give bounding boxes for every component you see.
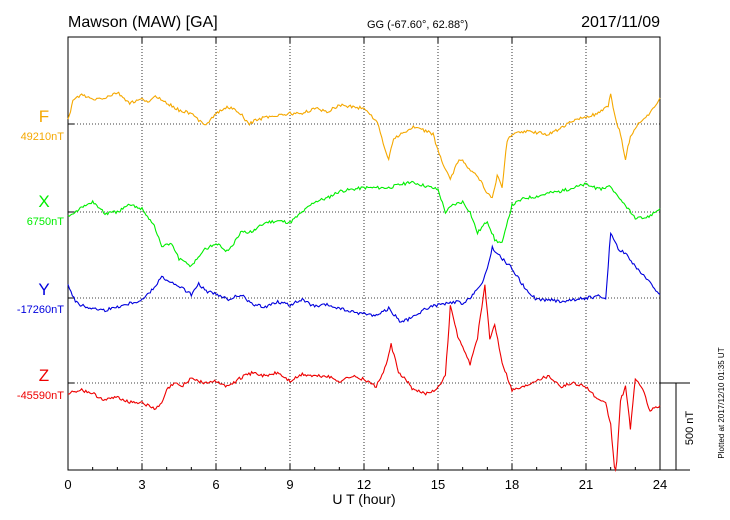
scale-bar: 500 nT (660, 382, 696, 471)
x-tick-labels: 0 3 6 9 12 15 18 21 24 (64, 477, 667, 492)
station-title: Mawson (MAW) [GA] (68, 14, 218, 31)
x-tick-label: 18 (505, 477, 519, 492)
component-letter-y: Y (38, 280, 49, 299)
x-axis-label: U T (hour) (332, 491, 395, 507)
plotted-note: Plotted at 2017/12/10 01:35 UT (717, 347, 726, 458)
x-tick-label: 3 (138, 477, 145, 492)
x-tick-label: 12 (357, 477, 371, 492)
x-tick-label: 15 (431, 477, 445, 492)
baseline-value-f: 49210nT (21, 131, 65, 143)
component-labels: F 49210nT X 6750nT Y -17260nT Z -45590nT (17, 107, 64, 402)
series-line-f (67, 91, 661, 199)
grid-lines (68, 37, 660, 470)
scale-bar-label: 500 nT (684, 411, 696, 446)
component-letter-f: F (39, 107, 49, 126)
date-label: 2017/11/09 (581, 14, 660, 31)
x-tick-label: 0 (64, 477, 71, 492)
x-tick-label: 24 (653, 477, 667, 492)
x-tick-label: 6 (212, 477, 219, 492)
series-line-z (67, 284, 661, 473)
baseline-value-z: -45590nT (17, 390, 64, 402)
x-tick-label: 9 (286, 477, 293, 492)
component-letter-z: Z (39, 366, 49, 385)
x-tick-label: 21 (579, 477, 593, 492)
geographic-coords: GG (-67.60°, 62.88°) (367, 19, 468, 31)
series-line-x (67, 180, 661, 268)
series-line-y (67, 231, 661, 323)
baseline-value-x: 6750nT (27, 216, 65, 228)
axis-ticks (67, 37, 661, 470)
component-letter-x: X (38, 192, 49, 211)
data-series (67, 91, 661, 473)
baseline-value-y: -17260nT (17, 304, 64, 316)
